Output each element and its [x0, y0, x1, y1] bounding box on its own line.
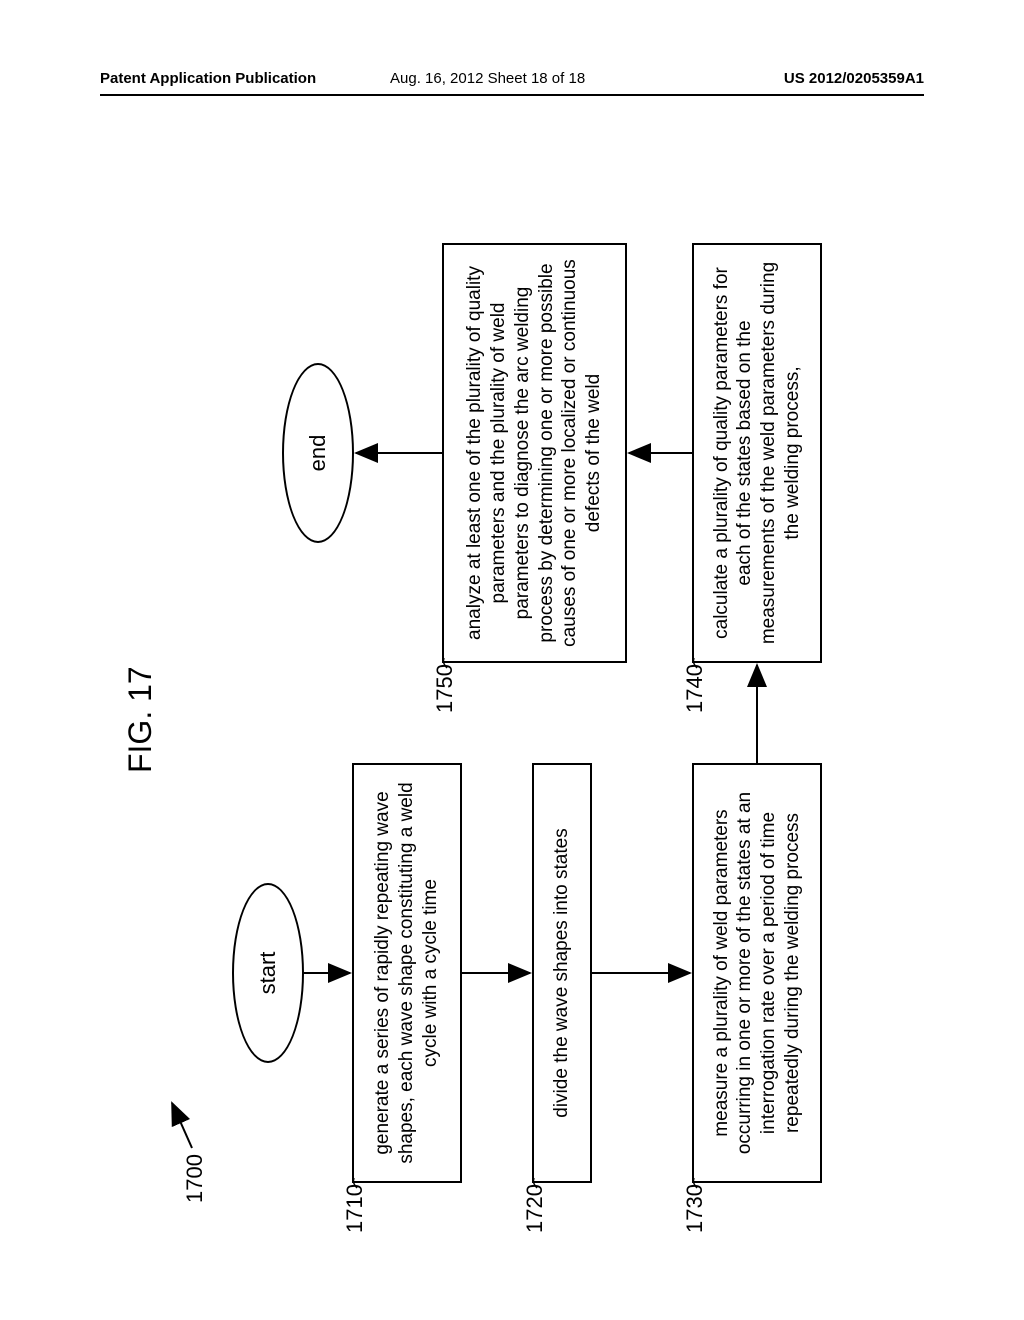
header-rule: [100, 94, 924, 96]
leader-1750: [443, 658, 447, 668]
leader-1740: [693, 658, 697, 668]
page-header: Patent Application Publication Aug. 16, …: [0, 70, 1024, 100]
leader-1730: [693, 1178, 697, 1188]
flowchart: FIG. 17 1700 start 1710 generate a serie…: [152, 183, 936, 1243]
flow-arrows: [152, 183, 872, 1243]
leader-1720: [533, 1178, 537, 1188]
header-right: US 2012/0205359A1: [784, 70, 924, 87]
header-center: Aug. 16, 2012 Sheet 18 of 18: [390, 70, 585, 87]
header-left: Patent Application Publication: [100, 70, 316, 87]
flowchart-container: FIG. 17 1700 start 1710 generate a serie…: [152, 183, 872, 1243]
arrow-ref-1700: [172, 1103, 192, 1148]
leader-1710: [353, 1178, 357, 1188]
